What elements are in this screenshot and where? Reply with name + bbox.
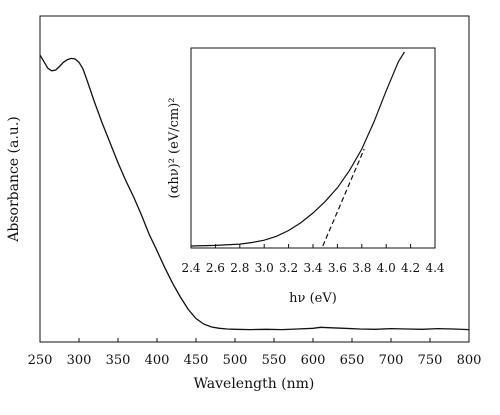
main-x-tick-label: 650 (340, 353, 365, 368)
main-chart: 250 300 350 400 450 500 550 600 650 700 750 800 Wav… (6, 15, 482, 392)
main-x-tick-label: 450 (184, 353, 209, 368)
main-plot-frame (39, 15, 470, 343)
inset-background (191, 48, 435, 248)
main-x-tick-label: 350 (106, 353, 131, 368)
main-x-tick-label: 550 (262, 353, 287, 368)
main-x-tick-label: 400 (145, 353, 170, 368)
main-x-tick-label: 600 (301, 353, 326, 368)
inset-tauc-line (190, 51, 406, 247)
inset-x-tick-label: 4.2 (401, 261, 420, 275)
main-x-ticks: 250 300 350 400 450 500 550 600 650 700 750 800 (28, 338, 482, 368)
inset-x-tick-label: 3.6 (328, 261, 347, 275)
inset-x-tick-label: 2.8 (230, 261, 249, 275)
inset-x-tick-label: 3.2 (279, 261, 298, 275)
inset-x-tick-label: 3.8 (352, 261, 371, 275)
inset-x-axis-title: hν (eV) (289, 291, 337, 306)
inset-x-ticks: 2.4 2.6 2.8 3.0 3.2 3.4 3.6 3.8 4.0 4.2 4.4 (181, 244, 445, 275)
main-x-tick-label: 500 (223, 353, 248, 368)
main-x-tick-label: 250 (28, 353, 53, 368)
inset-x-tick-label: 3.0 (255, 261, 274, 275)
inset-linear-fit-line (322, 148, 365, 247)
inset-y-axis-title: (αhν)² (eV/cm)² (167, 98, 182, 199)
main-x-tick-label: 300 (67, 353, 92, 368)
inset-plot-frame (190, 47, 436, 249)
main-x-tick-label: 700 (379, 353, 404, 368)
inset-x-tick-label: 4.4 (425, 261, 444, 275)
main-x-tick-label: 750 (418, 353, 443, 368)
inset-chart: 2.4 2.6 2.8 3.0 3.2 3.4 3.6 3.8 4.0 4.2 4.4 hν (eV… (167, 47, 445, 306)
inset-x-tick-label: 2.4 (181, 261, 200, 275)
main-y-axis-title: Absorbance (a.u.) (6, 116, 22, 242)
inset-x-tick-label: 2.6 (206, 261, 225, 275)
main-absorbance-line (39, 54, 470, 331)
main-x-axis-title: Wavelength (nm) (194, 376, 315, 392)
inset-x-tick-label: 4.0 (377, 261, 396, 275)
main-x-tick-label: 800 (457, 353, 482, 368)
inset-x-tick-label: 3.4 (303, 261, 322, 275)
